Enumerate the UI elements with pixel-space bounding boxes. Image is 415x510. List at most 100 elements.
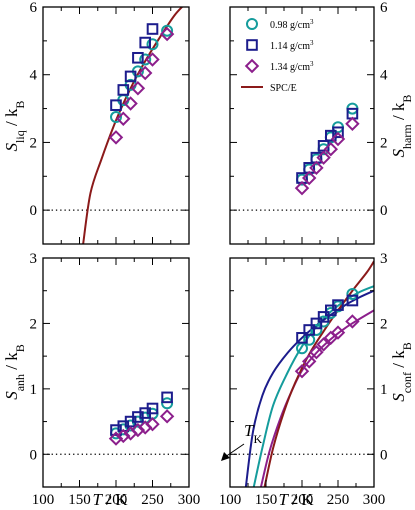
point-1-14-g-cm3-s-liq-3 (132, 51, 144, 64)
ylabel-s-anh: Sanh / kB (2, 344, 27, 400)
ytick-label-s-conf-3: 3 (380, 251, 388, 267)
ytick-label-s-liq-4: 4 (30, 68, 38, 84)
point-1-14-g-cm3-s-liq-5 (146, 23, 159, 35)
point-1-34-g-cm3-s-harm-3 (316, 150, 331, 165)
ylabel-s-liq: Sliq / kB (2, 101, 27, 152)
ytick-label-s-harm-0: 0 (380, 203, 388, 219)
ytick-label-s-liq-2: 2 (30, 135, 38, 151)
point-1-14-g-cm3-s-liq-1 (117, 84, 130, 96)
ytick-label-s-harm-4: 4 (380, 68, 388, 84)
xlabel-left: T / K (93, 490, 129, 509)
ytick-label-s-anh-0: 0 (30, 447, 38, 463)
point-1-34-g-cm3-s-harm-0 (294, 180, 310, 196)
point-1-34-g-cm3-s-conf-0 (294, 363, 310, 379)
ytick-label-s-harm-2: 2 (380, 135, 388, 151)
point-1-34-g-cm3-s-harm-2 (309, 160, 324, 176)
legend: 0.98 g/cm3 1.14 g/cm3 1.34 g/cm3 SPC/E (241, 18, 314, 94)
point-1-34-g-cm3-s-liq-6 (159, 26, 175, 42)
annotation-arrow-line (224, 443, 245, 458)
legend-item-spc-e: SPC/E (241, 83, 297, 94)
point-1-34-g-cm3-s-conf-1 (301, 354, 317, 369)
legend-item-1-14-g-cm3: 1.14 g/cm3 (246, 39, 314, 52)
ytick-label-s-anh-2: 2 (30, 316, 38, 332)
ytick-label-s-conf-0: 0 (380, 447, 388, 463)
frame-s-liq (42, 6, 190, 245)
plot-area-s-liq (82, 7, 184, 244)
ytick-label-s-conf-1: 1 (380, 382, 388, 398)
point-1-34-g-cm3-s-anh-3 (130, 422, 146, 438)
point-1-34-g-cm3-s-harm-6 (345, 116, 360, 132)
point-0-98-g-cm3-s-liq-5 (146, 38, 159, 51)
ytick-label-s-anh-1: 1 (30, 382, 38, 398)
series-line-fit-1-34-g-cm3-s-conf (259, 309, 374, 487)
ytick-label-s-anh-3: 3 (30, 251, 38, 267)
point-1-34-g-cm3-s-conf-3 (316, 337, 331, 352)
annotation-tk: TK (244, 421, 262, 446)
frame-s-anh (42, 257, 190, 488)
ytick-label-s-liq-0: 0 (30, 203, 38, 219)
point-0-98-g-cm3-s-anh-6 (161, 397, 174, 410)
point-1-14-g-cm3-s-liq-4 (139, 36, 151, 49)
series-line-spc-e-s-liq (82, 7, 184, 244)
point-1-34-g-cm3-s-conf-6 (345, 314, 360, 329)
xtick-label-s-anh-150: 150 (68, 492, 91, 508)
xtick-label-s-anh-300: 300 (178, 492, 201, 508)
panel-s-conf: 100 150 200 250 300 0 1 2 3 (219, 251, 388, 508)
legend-label-1-34-g-cm3: 1.34 g/cm3 (270, 60, 314, 73)
point-1-34-g-cm3-s-liq-0 (108, 130, 124, 145)
xtick-label-s-anh-200: 200 (105, 492, 128, 508)
point-1-14-g-cm3-s-conf-1 (303, 324, 315, 336)
point-1-34-g-cm3-s-anh-0 (108, 431, 124, 446)
ytick-label-s-harm-6: 6 (380, 0, 388, 16)
point-1-34-g-cm3-s-liq-5 (145, 52, 160, 67)
panel-s-harm: 0 2 4 6 (229, 0, 388, 245)
plot-area-s-conf (244, 260, 374, 487)
plot-area-s-harm (294, 102, 360, 196)
point-0-98-g-cm3-s-liq-4 (139, 53, 152, 66)
xtick-label-s-conf-200: 200 (291, 492, 314, 508)
point-1-34-g-cm3-s-liq-2 (123, 96, 138, 111)
legend-item-0-98-g-cm3: 0.98 g/cm3 (246, 18, 314, 31)
point-1-14-g-cm3-s-conf-3 (317, 311, 330, 323)
panel-s-liq: 0 2 4 6 (30, 0, 190, 245)
legend-swatch-0-98-g-cm3 (246, 18, 258, 30)
ylabel-s-conf: Sconf / kB (389, 342, 414, 402)
series-line-fit-spc-e-s-conf (263, 260, 374, 487)
xtick-label-s-conf-300: 300 (363, 492, 386, 508)
xtick-label-s-conf-250: 250 (327, 492, 350, 508)
legend-label-0-98-g-cm3: 0.98 g/cm3 (270, 18, 314, 31)
point-1-34-g-cm3-s-harm-5 (330, 131, 346, 147)
point-1-34-g-cm3-s-conf-5 (330, 325, 346, 340)
plot-area-s-anh (108, 391, 175, 446)
xtick-label-s-conf-150: 150 (255, 492, 278, 508)
point-1-14-g-cm3-s-conf-2 (310, 317, 323, 330)
point-1-14-g-cm3-s-liq-2 (124, 70, 137, 83)
series-line-fit-1-14-g-cm3-s-conf (244, 289, 374, 487)
point-1-14-g-cm3-s-anh-5 (146, 402, 159, 415)
legend-swatch-1-34-g-cm3 (244, 58, 260, 74)
point-1-34-g-cm3-s-harm-4 (323, 141, 339, 157)
ytick-label-s-liq-6: 6 (30, 0, 38, 16)
xtick-label-s-anh-250: 250 (141, 492, 164, 508)
ytick-label-s-conf-2: 2 (380, 316, 388, 332)
point-1-34-g-cm3-s-liq-4 (137, 65, 153, 81)
point-0-98-g-cm3-s-liq-0 (110, 111, 122, 124)
point-1-14-g-cm3-s-harm-5 (332, 126, 344, 139)
point-1-34-g-cm3-s-anh-6 (159, 409, 175, 424)
point-1-34-g-cm3-s-anh-5 (145, 416, 160, 432)
panel-s-anh: 100 150 200 250 300 0 1 2 3 (30, 251, 201, 508)
point-1-34-g-cm3-s-liq-3 (130, 81, 146, 96)
chart-panels: 0 2 4 6 0 2 4 6 100 150 200 250 300 0 1 2 3 100 150 200 250 3… (30, 0, 389, 508)
legend-swatch-1-14-g-cm3 (246, 39, 258, 51)
annotation-arrow-head (221, 452, 230, 461)
point-1-14-g-cm3-s-anh-6 (161, 391, 173, 404)
xlabel-right: T / K (279, 490, 315, 509)
point-0-98-g-cm3-s-liq-6 (161, 24, 174, 37)
point-1-14-g-cm3-s-conf-0 (296, 332, 308, 344)
legend-label-1-14-g-cm3: 1.14 g/cm3 (270, 39, 314, 52)
point-1-14-g-cm3-s-conf-6 (346, 294, 359, 307)
legend-label-spc-e: SPC/E (270, 83, 297, 94)
point-1-34-g-cm3-s-anh-1 (116, 428, 131, 444)
point-1-14-g-cm3-s-liq-0 (110, 99, 122, 111)
